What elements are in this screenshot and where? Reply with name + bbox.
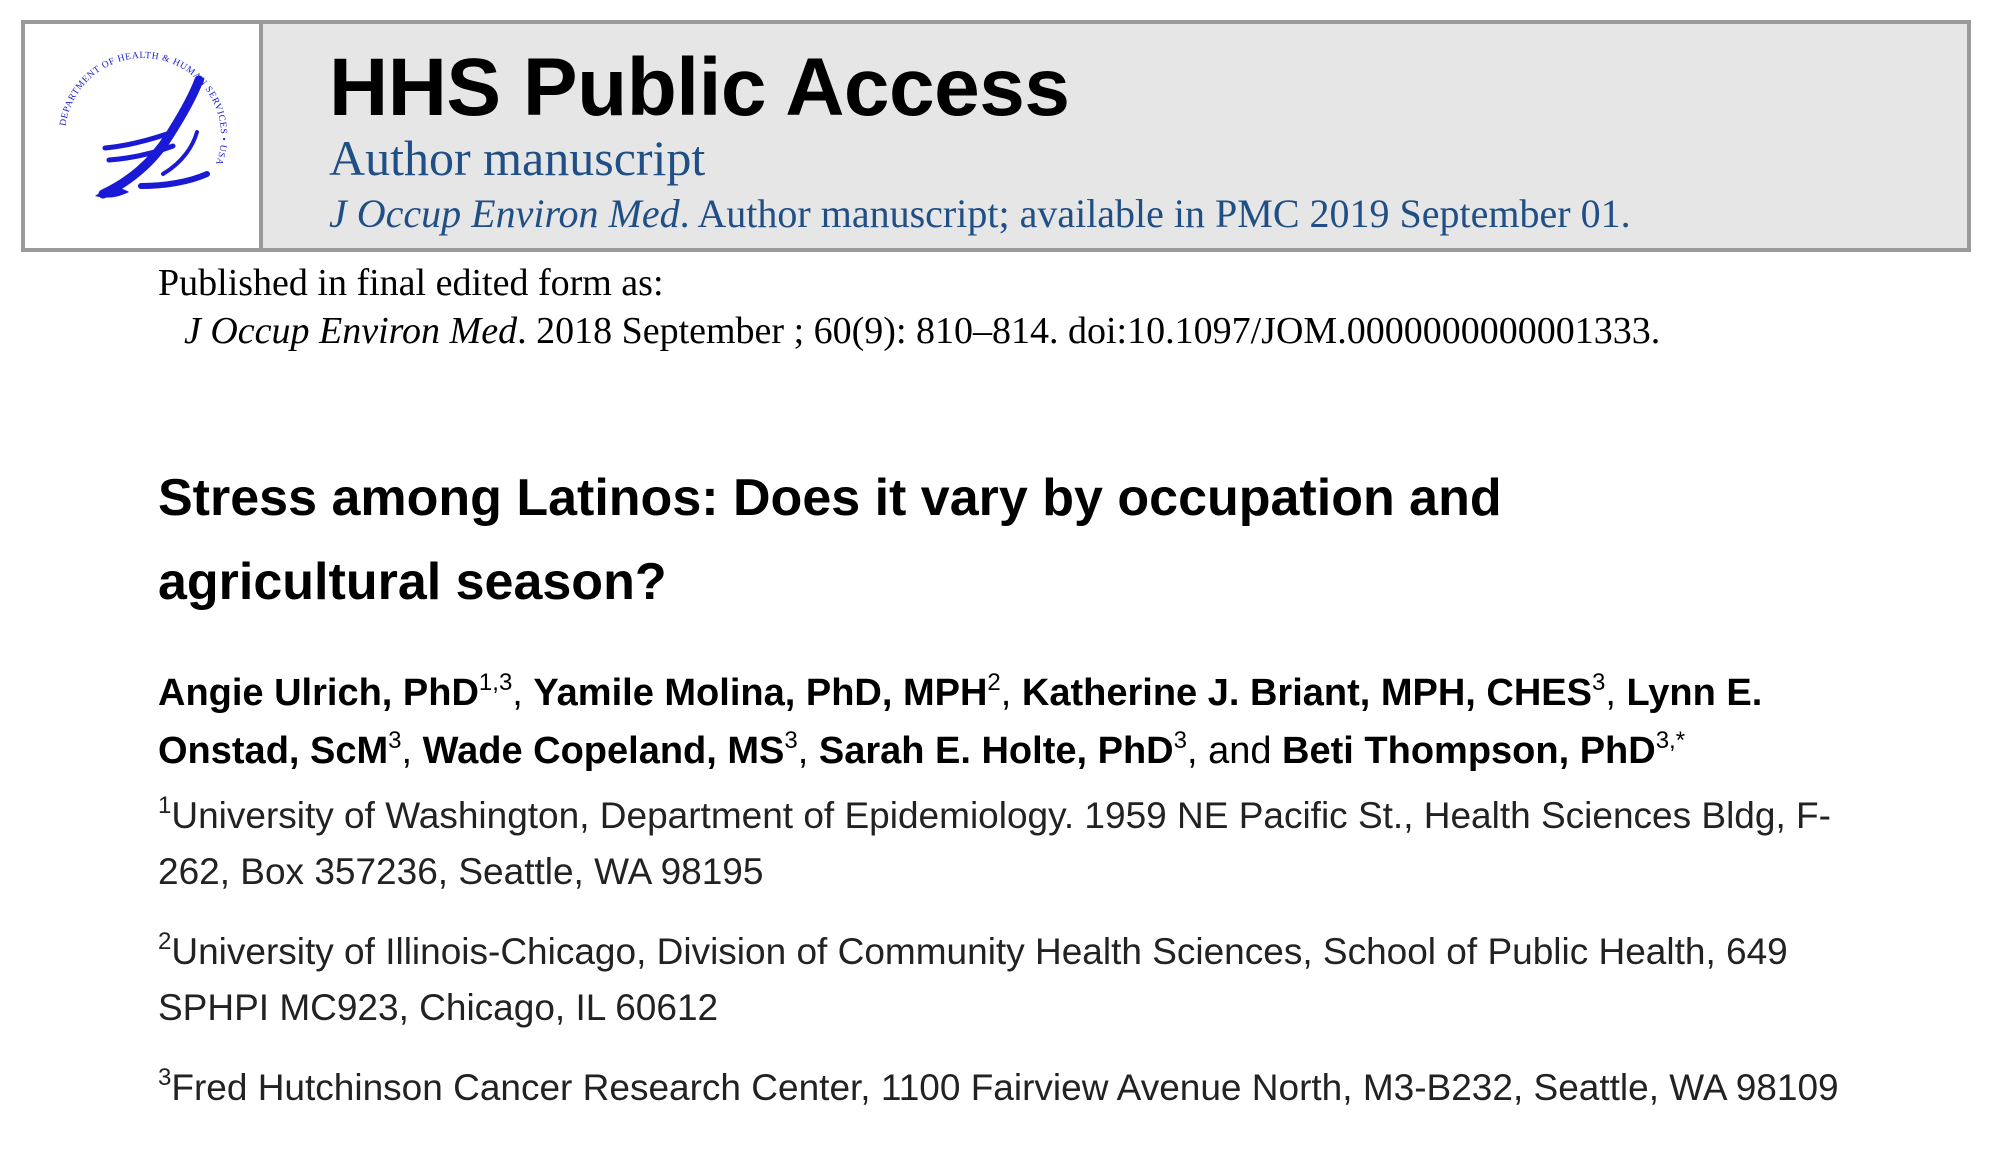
affiliation-2: 2University of Illinois-Chicago, Divisio… — [158, 924, 1898, 1036]
author-name: Yamile Molina, PhD, MPH — [533, 672, 988, 714]
affiliation-text: University of Washington, Department of … — [158, 795, 1831, 892]
author-separator: , — [1000, 672, 1022, 714]
author-name: Sarah E. Holte, PhD — [818, 730, 1174, 772]
banner-title: HHS Public Access — [329, 42, 1070, 133]
author-affil-ref: 3 — [1592, 669, 1606, 696]
author-list: Angie Ulrich, PhD1,3, Yamile Molina, PhD… — [158, 664, 1898, 780]
affiliation-1: 1University of Washington, Department of… — [158, 788, 1898, 900]
hhs-eagle-icon: DEPARTMENT OF HEALTH & HUMAN SERVICES • … — [59, 51, 228, 199]
author-separator: , — [797, 730, 819, 772]
author-name: Angie Ulrich, PhD — [158, 672, 479, 714]
affiliation-text: Fred Hutchinson Cancer Research Center, … — [171, 1067, 1839, 1108]
author-separator: , — [401, 730, 423, 772]
banner-availability: J Occup Environ Med. Author manuscript; … — [329, 188, 1631, 240]
affiliation-3: 3Fred Hutchinson Cancer Research Center,… — [158, 1060, 1898, 1116]
banner-availability-text: . Author manuscript; available in PMC 20… — [679, 191, 1631, 236]
citation-details: . 2018 September ; 60(9): 810–814. doi:1… — [517, 310, 1661, 352]
logo-ring-text: DEPARTMENT OF HEALTH & HUMAN SERVICES • … — [59, 51, 228, 167]
affiliation-text: University of Illinois-Chicago, Division… — [158, 931, 1788, 1028]
hhs-banner: DEPARTMENT OF HEALTH & HUMAN SERVICES • … — [21, 20, 1971, 252]
author-name: Wade Copeland, MS — [422, 730, 785, 772]
author-affil-ref: 3 — [1173, 727, 1187, 754]
hhs-logo: DEPARTMENT OF HEALTH & HUMAN SERVICES • … — [25, 24, 263, 248]
affiliation-number: 1 — [158, 792, 172, 819]
author-affil-ref: 1,3 — [478, 669, 513, 696]
publication-citation: J Occup Environ Med. 2018 September ; 60… — [184, 306, 1660, 356]
affiliation-number: 3 — [158, 1064, 172, 1091]
affiliation-number: 2 — [158, 928, 172, 955]
author-separator: , and — [1186, 730, 1283, 772]
author-name: Katherine J. Briant, MPH, CHES — [1021, 672, 1593, 714]
author-name: Lynn E. Onstad, ScM — [158, 672, 1763, 772]
author-affil-ref: 2 — [987, 669, 1001, 696]
article-title: Stress among Latinos: Does it vary by oc… — [158, 469, 1502, 611]
author-separator: , — [512, 672, 534, 714]
author-affil-ref: 3 — [388, 727, 402, 754]
author-separator: , — [1605, 672, 1627, 714]
author-name: Beti Thompson, PhD — [1282, 730, 1656, 772]
author-affil-ref: 3,* — [1655, 727, 1686, 754]
citation-journal-name: J Occup Environ Med — [184, 310, 518, 352]
svg-text:DEPARTMENT OF HEALTH & HUMAN S: DEPARTMENT OF HEALTH & HUMAN SERVICES • … — [59, 51, 228, 167]
author-affil-ref: 3 — [784, 727, 798, 754]
banner-journal-name: J Occup Environ Med — [329, 191, 680, 236]
published-label: Published in final edited form as: — [158, 262, 664, 304]
banner-subtitle: Author manuscript — [329, 130, 706, 186]
